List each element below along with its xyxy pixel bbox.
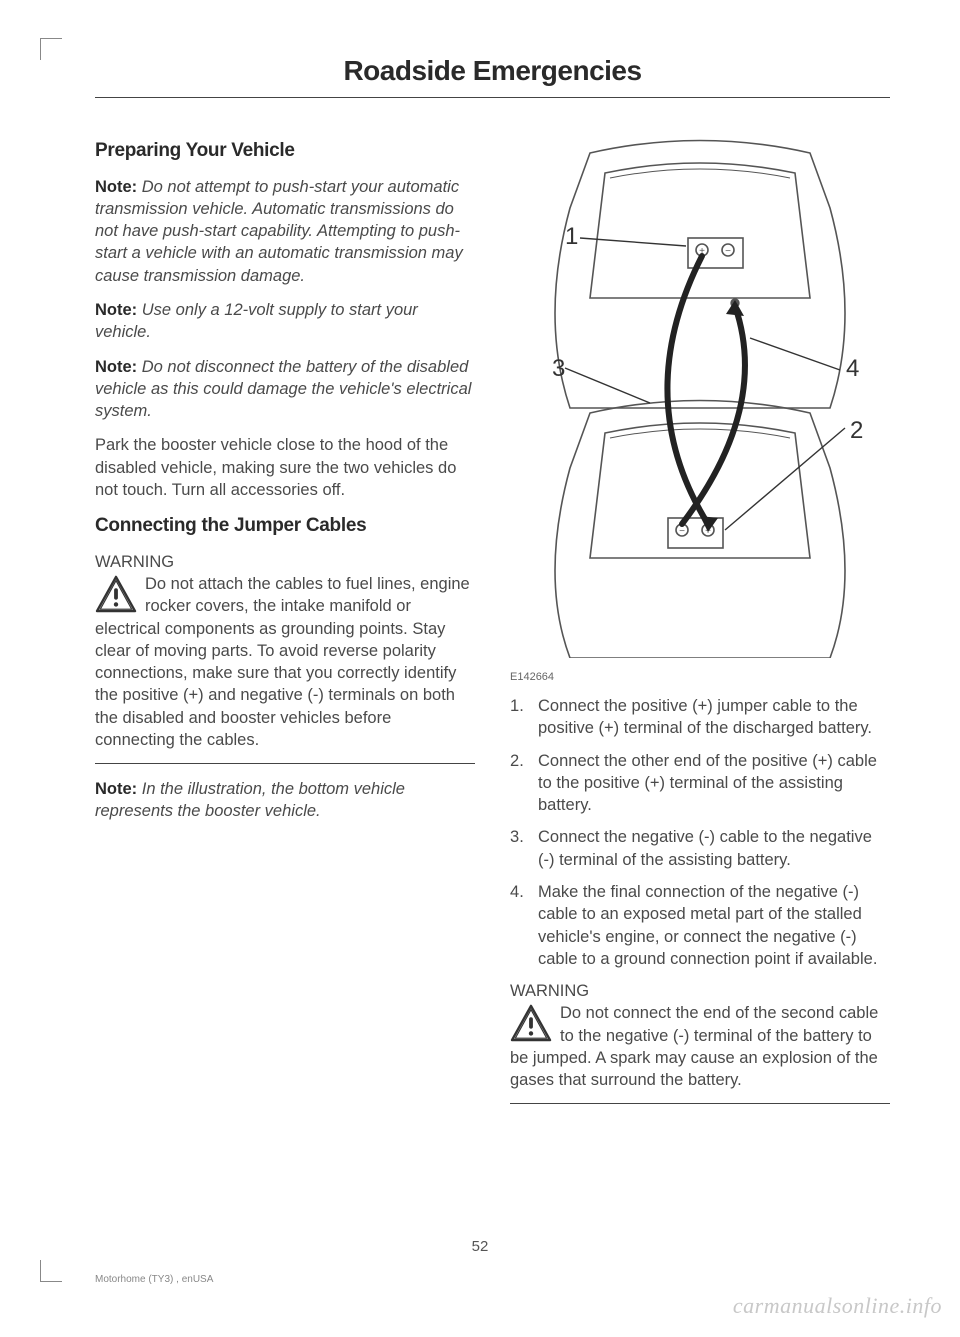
note-text: Use only a 12-volt supply to start your … [95, 301, 418, 341]
warning-block-2: WARNING Do not connect the end of the se… [510, 980, 890, 1104]
note-4: Note: In the illustration, the bottom ve… [95, 778, 475, 823]
warning-text: Do not attach the cables to fuel lines, … [95, 575, 470, 749]
body-paragraph: Park the booster vehicle close to the ho… [95, 434, 475, 501]
svg-text:−: − [725, 246, 731, 257]
callout-1: 1 [565, 223, 578, 250]
step-4: Make the final connection of the negativ… [510, 881, 890, 970]
jumper-cable-diagram: + − − + [510, 138, 890, 658]
right-column: + − − + [510, 138, 890, 1118]
svg-text:−: − [679, 526, 685, 537]
note-3: Note: Do not disconnect the battery of t… [95, 356, 475, 423]
note-label: Note: [95, 780, 137, 798]
warning-triangle-icon [95, 575, 137, 613]
note-label: Note: [95, 178, 137, 196]
note-label: Note: [95, 358, 137, 376]
note-label: Note: [95, 301, 137, 319]
warning-heading: WARNING [510, 980, 890, 1002]
figure-code: E142664 [510, 670, 890, 685]
warning-block: WARNING Do not attach the cables to fuel… [95, 551, 475, 764]
note-text: Do not disconnect the battery of the dis… [95, 358, 471, 421]
step-3: Connect the negative (-) cable to the ne… [510, 826, 890, 871]
watermark-text: carmanualsonline.info [733, 1293, 942, 1319]
chapter-title: Roadside Emergencies [95, 55, 890, 98]
callout-3: 3 [552, 355, 565, 382]
footer-model-code: Motorhome (TY3) , enUSA [95, 1274, 213, 1285]
note-text: In the illustration, the bottom vehicle … [95, 780, 405, 820]
crop-mark-bottom-left [40, 1260, 62, 1282]
warning-text: Do not connect the end of the second cab… [510, 1004, 878, 1089]
manual-page: Roadside Emergencies Preparing Your Vehi… [0, 0, 960, 1337]
section-heading-preparing: Preparing Your Vehicle [95, 138, 475, 164]
note-text: Do not attempt to push-start your automa… [95, 178, 463, 285]
step-1: Connect the positive (+) jumper cable to… [510, 695, 890, 740]
callout-4: 4 [846, 355, 859, 382]
note-2: Note: Use only a 12-volt supply to start… [95, 299, 475, 344]
callout-2: 2 [850, 417, 863, 444]
section-heading-connecting: Connecting the Jumper Cables [95, 513, 475, 539]
note-1: Note: Do not attempt to push-start your … [95, 176, 475, 287]
left-column: Preparing Your Vehicle Note: Do not atte… [95, 138, 475, 1118]
procedure-steps: Connect the positive (+) jumper cable to… [510, 695, 890, 970]
two-column-layout: Preparing Your Vehicle Note: Do not atte… [95, 138, 890, 1118]
step-2: Connect the other end of the positive (+… [510, 750, 890, 817]
crop-mark-top-left [40, 38, 62, 60]
page-number: 52 [0, 1238, 960, 1255]
warning-triangle-icon [510, 1004, 552, 1042]
warning-heading: WARNING [95, 551, 475, 573]
